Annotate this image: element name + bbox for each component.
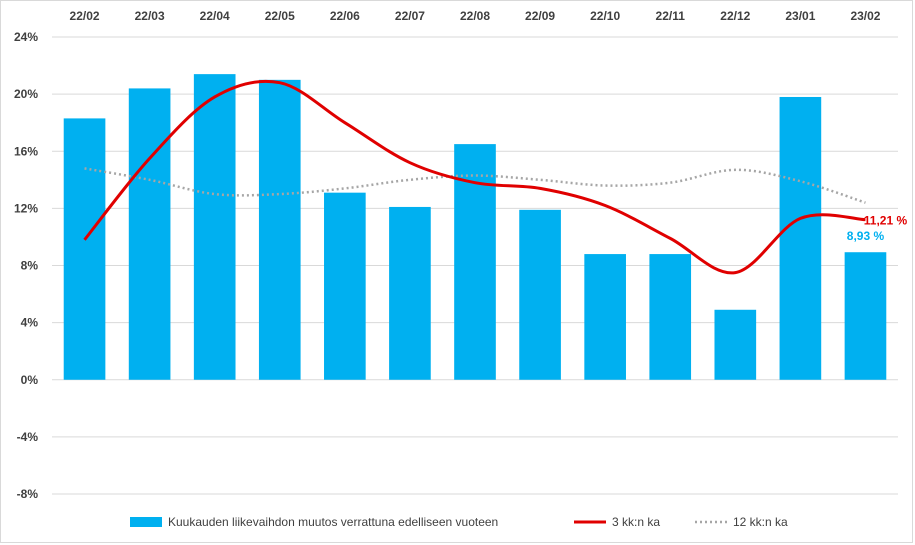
x-tick-label: 22/07 <box>395 9 425 23</box>
bar <box>324 192 366 380</box>
bar <box>258 79 301 380</box>
x-tick-label: 23/01 <box>785 9 815 23</box>
bar <box>519 209 561 380</box>
data-label: 11,21 % <box>864 214 908 228</box>
bar <box>193 74 236 380</box>
y-tick-label: 4% <box>21 316 39 330</box>
legend-label: 3 kk:n ka <box>612 515 660 529</box>
bar <box>128 88 171 380</box>
x-tick-label: 22/04 <box>200 9 230 23</box>
data-label: 8,93 % <box>847 229 885 243</box>
y-tick-label: -8% <box>17 487 39 501</box>
y-tick-label: 24% <box>14 30 38 44</box>
y-tick-label: 12% <box>14 201 38 215</box>
x-axis-ticks: 22/02 22/03 22/04 22/05 22/06 22/07 22/08 22/09… <box>70 9 881 23</box>
y-axis-ticks: 24% 20% 16% 12% 8% 4% 0% -4% -8% <box>14 30 38 501</box>
x-tick-label: 22/08 <box>460 9 490 23</box>
annotations: 11,21 %8,93 % <box>847 214 908 244</box>
x-tick-label: 23/02 <box>850 9 880 23</box>
bar <box>389 206 431 380</box>
legend: Kuukauden liikevaihdon muutos verrattuna… <box>130 515 788 529</box>
x-tick-label: 22/10 <box>590 9 620 23</box>
bar-series <box>63 74 887 380</box>
gridlines <box>52 36 898 495</box>
x-tick-label: 22/06 <box>330 9 360 23</box>
x-tick-label: 22/02 <box>70 9 100 23</box>
bar <box>584 254 626 380</box>
line-12kk-ka <box>84 167 866 204</box>
x-tick-label: 22/11 <box>656 9 686 23</box>
legend-label: Kuukauden liikevaihdon muutos verrattuna… <box>168 515 498 529</box>
x-tick-label: 22/03 <box>135 9 165 23</box>
y-tick-label: 0% <box>21 373 39 387</box>
line-series <box>83 79 866 275</box>
x-tick-label: 22/05 <box>265 9 295 23</box>
y-tick-label: 8% <box>21 259 39 273</box>
y-tick-label: 16% <box>14 144 38 158</box>
bar <box>649 254 692 380</box>
x-tick-label: 22/12 <box>720 9 750 23</box>
bar <box>714 309 757 380</box>
legend-swatch-bar <box>130 517 162 527</box>
bar <box>844 252 887 380</box>
bar <box>63 118 106 380</box>
x-tick-label: 22/09 <box>525 9 555 23</box>
y-tick-label: -4% <box>17 430 39 444</box>
legend-label: 12 kk:n ka <box>733 515 788 529</box>
y-tick-label: 20% <box>14 87 38 101</box>
bar <box>779 96 822 380</box>
line-3kk-ka <box>83 79 866 275</box>
